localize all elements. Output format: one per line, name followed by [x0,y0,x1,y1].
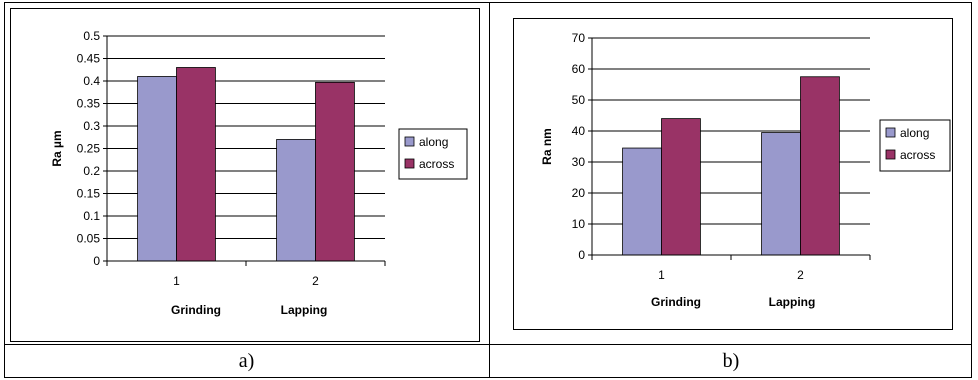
y-tick-label: 0.15 [77,187,101,201]
chart-b-frame: 0 10 20 30 40 50 60 70 1 2 Grinding Lapping Ra nm alo… [513,18,953,330]
caption-a: a) [238,350,255,372]
legend-label-along: along [900,126,929,140]
legend-label-along: along [419,135,448,149]
bar-across [176,67,216,262]
chart-a-frame: 0 0.05 0.1 0.15 0.2 0.25 0.3 0.35 0.4 0.45 0.5 1 2 Gr… [10,8,480,342]
y-axis-label: Ra µm [50,130,64,166]
y-tick-label: 0.25 [77,142,101,156]
x-tick-label: 2 [797,268,804,282]
x-group-label: Grinding [651,295,701,309]
bar-along [761,132,801,256]
figure-table [4,2,972,378]
x-group-label: Lapping [281,303,328,317]
bar-along [137,76,177,262]
bar-across [800,76,840,256]
y-tick-label: 0.05 [77,232,101,246]
chart-a: 0 0.05 0.1 0.15 0.2 0.25 0.3 0.35 0.4 0.45 0.5 1 2 Gr… [50,29,468,317]
y-tick-label: 0.3 [83,119,100,133]
legend-swatch-across [404,158,415,169]
table-vertical-divider [489,2,490,378]
x-tick-label: 1 [173,274,180,288]
y-tick-label: 0 [93,254,100,268]
legend-label-across: across [419,157,454,171]
table-horizontal-divider [4,344,972,345]
y-tick-label: 0 [578,248,585,262]
y-tick-label: 50 [572,93,586,107]
bar-across [315,81,355,262]
legend-label-across: across [900,148,935,162]
y-tick-label: 40 [572,124,586,138]
y-tick-label: 0.5 [83,29,100,43]
chart-b: 0 10 20 30 40 50 60 70 1 2 Grinding Lapping Ra nm alo… [540,31,951,309]
caption-b: b) [722,350,740,372]
legend-swatch-across [885,149,896,160]
bar-along [622,147,662,256]
x-tick-label: 1 [658,268,665,282]
y-tick-label: 0.35 [77,97,101,111]
x-tick-label: 2 [312,274,319,288]
x-group-label: Grinding [171,303,221,317]
y-axis-label: Ra nm [540,128,554,165]
bar-along [276,139,316,262]
y-tick-label: 0.45 [77,52,101,66]
legend-swatch-along [885,127,896,138]
y-tick-label: 0.1 [83,209,100,223]
legend-swatch-along [404,136,415,147]
y-tick-label: 20 [572,186,586,200]
y-tick-label: 0.2 [83,164,100,178]
y-tick-label: 70 [572,31,586,45]
bar-across [661,118,701,256]
y-tick-label: 60 [572,62,586,76]
y-tick-label: 30 [572,155,586,169]
y-tick-label: 10 [572,217,586,231]
y-tick-label: 0.4 [83,74,100,88]
x-group-label: Lapping [769,295,816,309]
